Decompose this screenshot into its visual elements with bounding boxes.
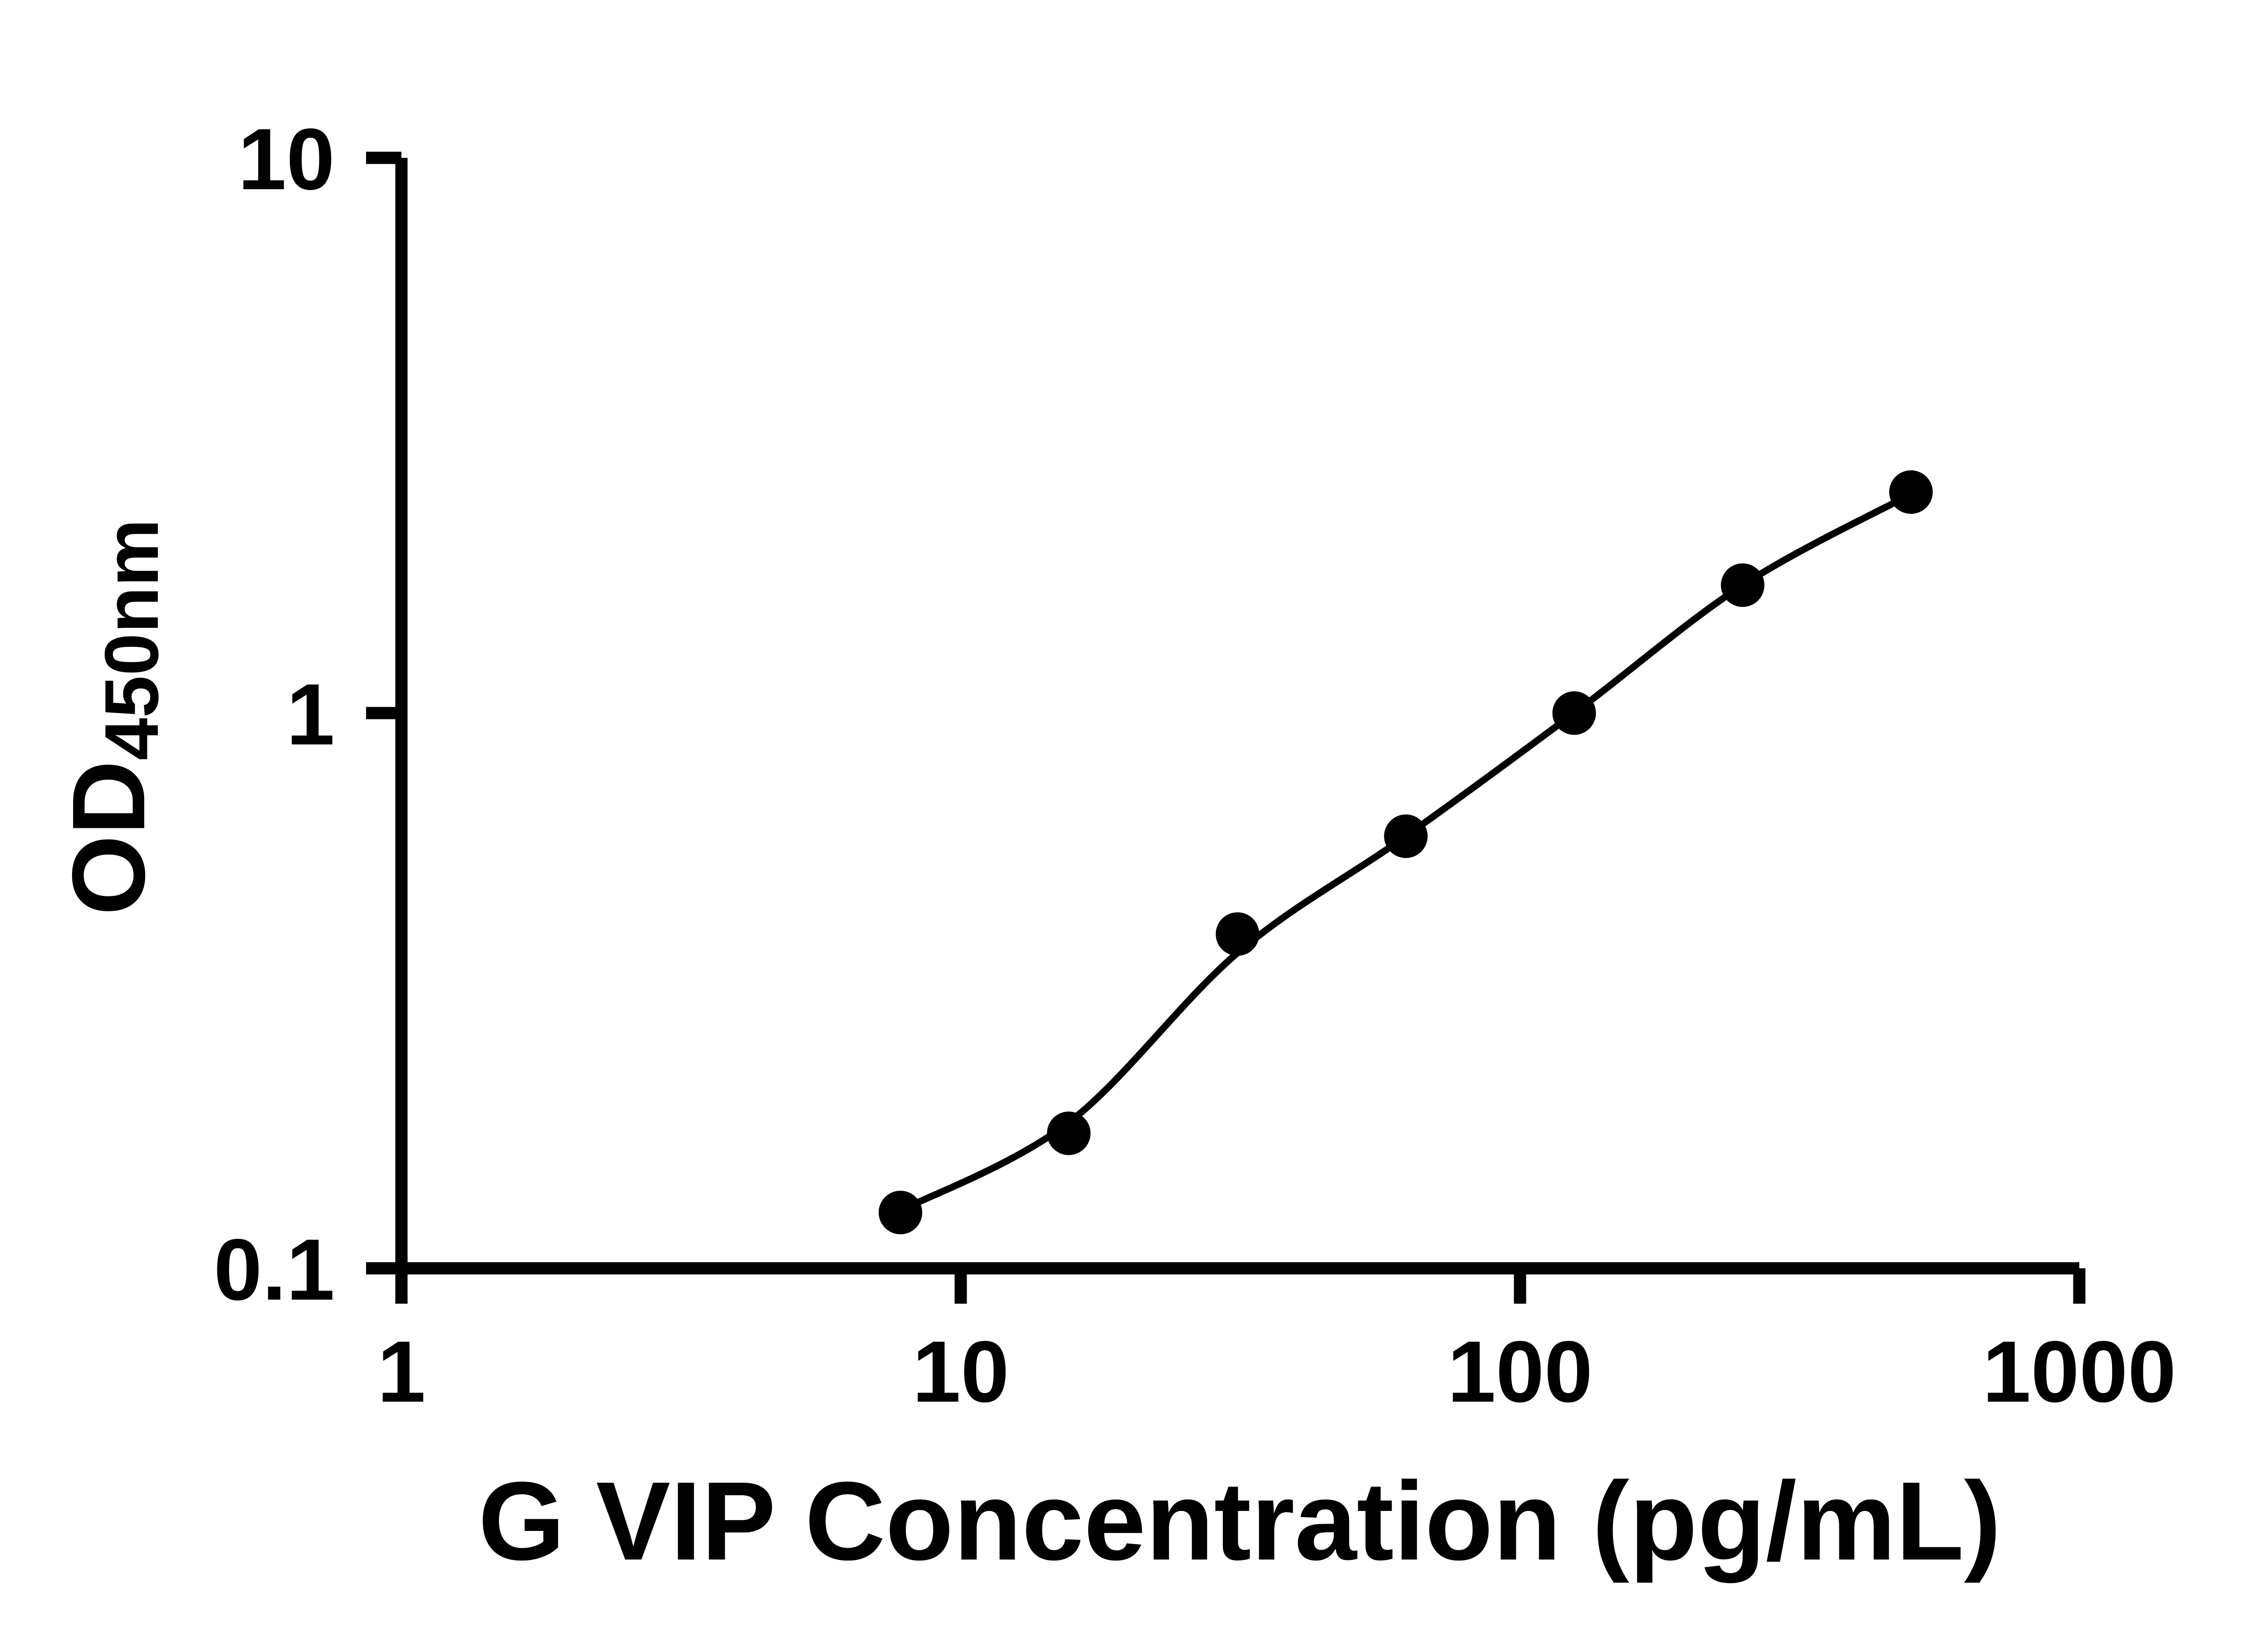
x-tick-label: 100 <box>1447 1323 1593 1420</box>
x-tick-label: 1 <box>377 1323 426 1420</box>
data-point <box>1384 814 1428 858</box>
data-point <box>1721 563 1765 607</box>
data-point <box>1552 691 1596 735</box>
axes-frame <box>395 158 2079 1275</box>
x-axis-ticks <box>395 1268 2086 1304</box>
y-axis-title: OD450nm <box>51 519 174 915</box>
y-axis-title-subscript: 450nm <box>89 519 174 760</box>
y-tick-label: 10 <box>238 110 335 208</box>
data-point <box>1216 912 1260 956</box>
data-point <box>1889 470 1933 514</box>
x-axis-title: G VIP Concentration (pg/mL) <box>478 1459 2001 1584</box>
y-axis-tick-labels: 0.1 1 10 <box>214 110 335 1318</box>
data-point <box>879 1191 923 1234</box>
data-points <box>879 470 1933 1234</box>
x-axis-tick-labels: 1 10 100 1000 <box>377 1323 2176 1420</box>
y-axis-title-main: OD <box>51 760 166 915</box>
x-tick-label: 1000 <box>1982 1323 2176 1420</box>
x-tick-label: 10 <box>912 1323 1009 1420</box>
data-point <box>1047 1111 1091 1155</box>
y-tick-label: 1 <box>286 665 335 763</box>
y-tick-label: 0.1 <box>214 1221 335 1318</box>
y-axis-ticks <box>366 152 401 1275</box>
